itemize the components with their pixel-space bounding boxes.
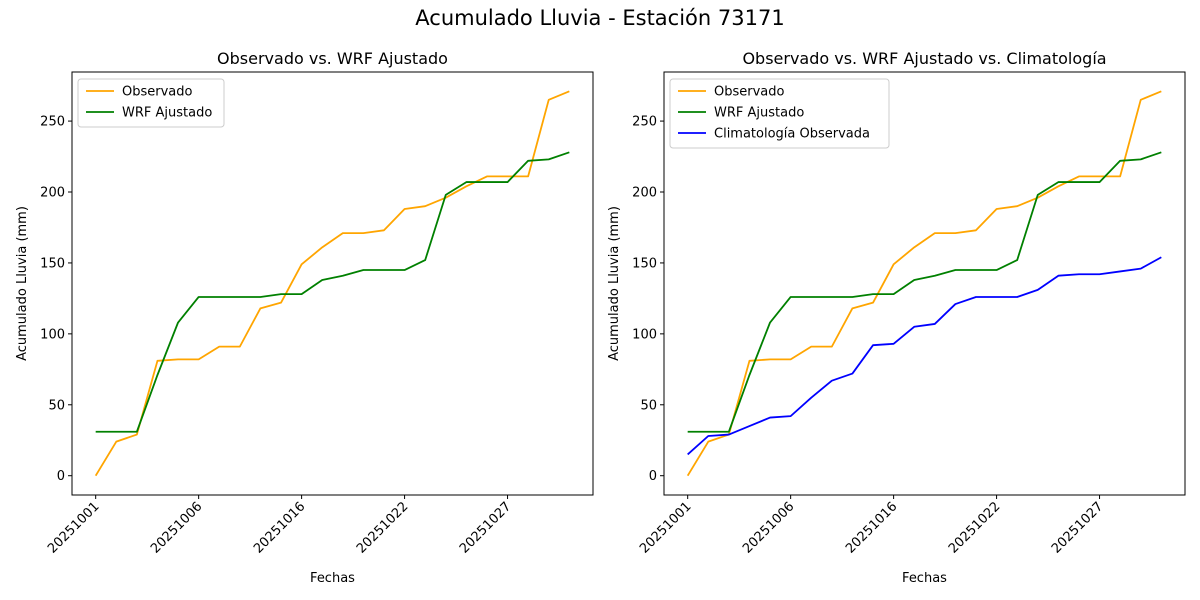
legend-label: WRF Ajustado	[122, 106, 212, 121]
y-tick-label: 50	[640, 398, 657, 413]
series-line-observado	[686, 90, 1162, 477]
y-tick-label: 100	[40, 327, 65, 342]
x-tick-label: 20251016	[251, 499, 308, 556]
x-tick-label: 20251016	[843, 499, 900, 556]
x-tick-label: 20251027	[1049, 499, 1106, 556]
panel-title: Observado vs. WRF Ajustado vs. Climatolo…	[742, 49, 1106, 68]
y-tick-label: 100	[632, 327, 657, 342]
series-line-observado	[94, 90, 570, 477]
series-line-wrf-ajustado	[95, 151, 570, 433]
y-tick-label: 200	[40, 186, 65, 201]
y-tick-label: 0	[57, 469, 65, 484]
x-tick-label: 20251001	[637, 499, 694, 556]
legend-label: Climatología Observada	[714, 127, 870, 142]
x-tick-label: 20251022	[946, 499, 1003, 556]
x-axis-label: Fechas	[902, 571, 947, 586]
y-axis-label: Acumulado Lluvia (mm)	[607, 206, 622, 361]
y-tick-label: 0	[649, 469, 657, 484]
y-tick-label: 250	[632, 115, 657, 130]
x-tick-label: 20251022	[354, 499, 411, 556]
plot-frame	[663, 71, 1186, 496]
x-tick-label: 20251006	[148, 499, 205, 556]
legend-label: Observado	[714, 85, 785, 100]
x-tick-label: 20251006	[740, 499, 797, 556]
y-tick-label: 50	[48, 398, 65, 413]
legend-box	[77, 78, 225, 128]
y-tick-label: 200	[632, 186, 657, 201]
x-tick-label: 20251027	[457, 499, 514, 556]
y-tick-label: 150	[632, 256, 657, 271]
y-axis-label: Acumulado Lluvia (mm)	[15, 206, 30, 361]
plot-frame	[71, 71, 594, 496]
series-line-climatolog-a-observada	[687, 256, 1162, 456]
legend-label: WRF Ajustado	[714, 106, 804, 121]
panel-title: Observado vs. WRF Ajustado	[217, 49, 448, 68]
y-tick-label: 250	[40, 115, 65, 130]
x-axis-label: Fechas	[310, 571, 355, 586]
y-tick-label: 150	[40, 256, 65, 271]
legend-label: Observado	[122, 85, 193, 100]
x-tick-label: 20251001	[45, 499, 102, 556]
series-line-wrf-ajustado	[687, 151, 1162, 433]
legend-box	[669, 78, 890, 149]
figure-title: Acumulado Lluvia - Estación 73171	[415, 6, 785, 30]
